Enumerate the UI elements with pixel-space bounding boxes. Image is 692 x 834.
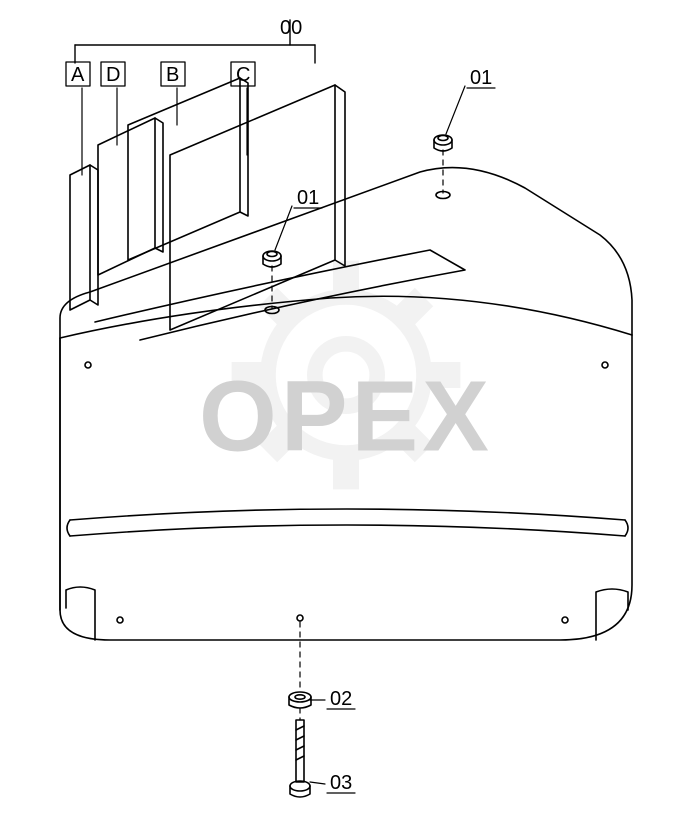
callout-01a: 01: [470, 68, 492, 88]
callout-03: 03: [330, 773, 352, 793]
nut-02: [289, 692, 311, 708]
callout-A: A: [71, 65, 84, 85]
bolt-03: [290, 708, 310, 797]
callout-02: 02: [330, 689, 352, 709]
callout-B: B: [166, 65, 179, 85]
callout-01b: 01: [297, 188, 319, 208]
callout-00: 00: [280, 18, 302, 38]
letter-ticks: [82, 88, 247, 175]
letter-boxes: [66, 62, 255, 86]
bracket-00: [75, 20, 315, 63]
label-underlines: [294, 88, 495, 793]
callout-D: D: [106, 65, 120, 85]
plug-01-right: [434, 135, 452, 151]
counterweight: [60, 168, 632, 640]
callout-C: C: [236, 65, 250, 85]
plug-01-left: [263, 251, 281, 267]
